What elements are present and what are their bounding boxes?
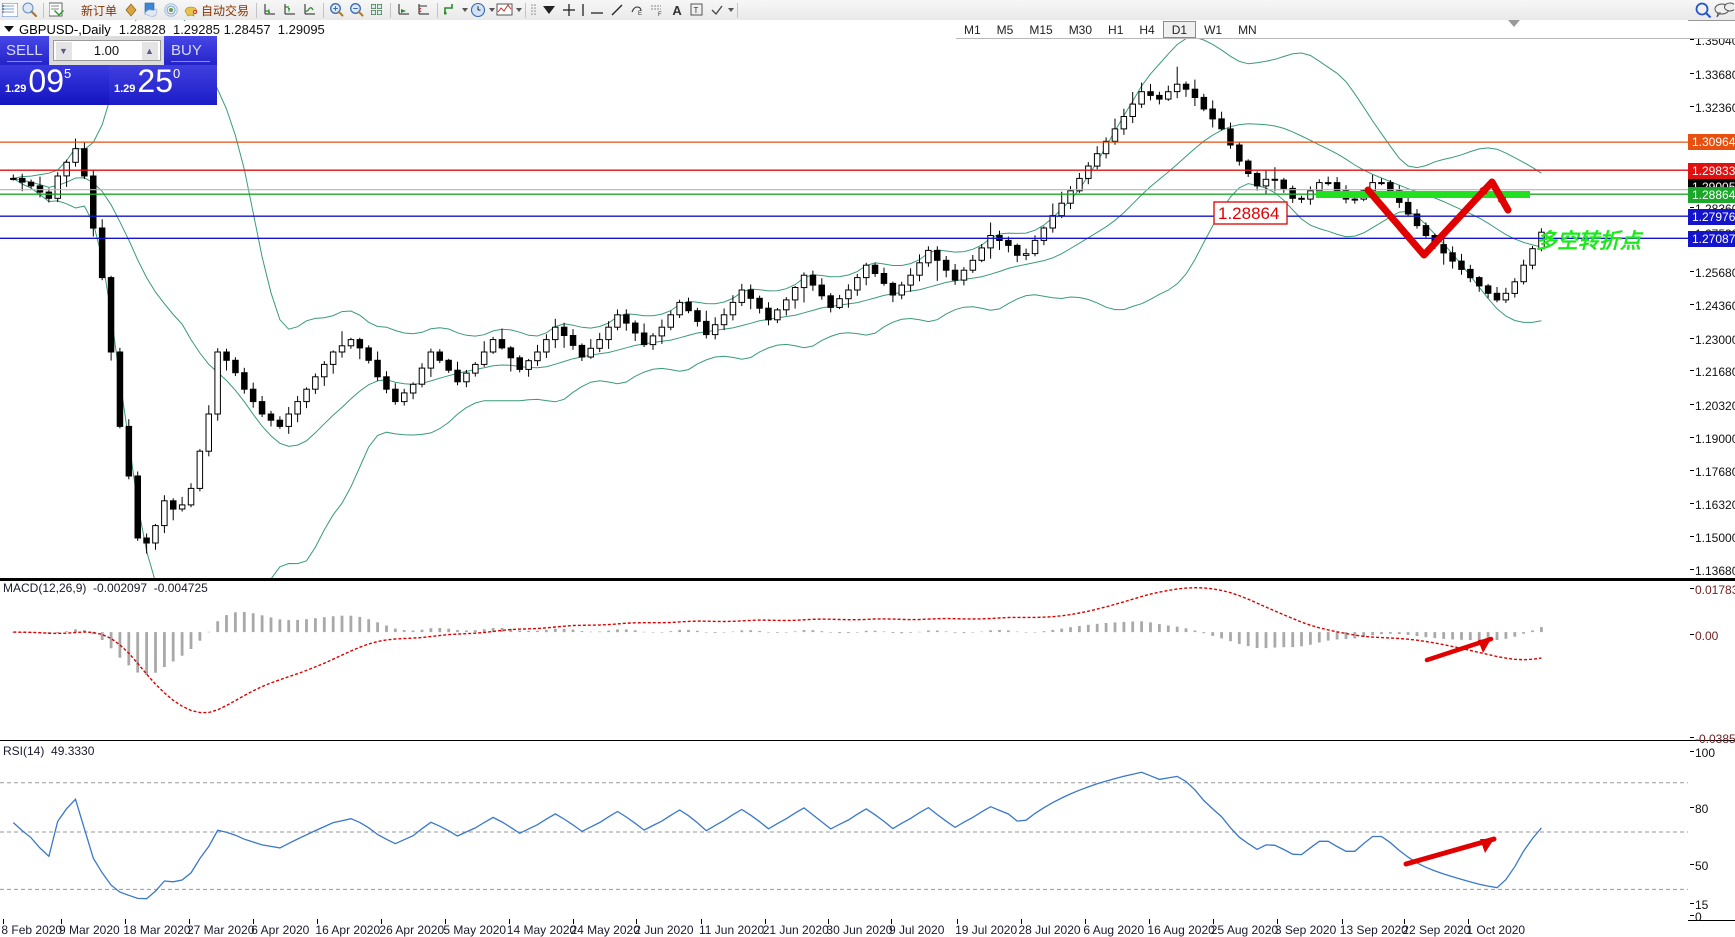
svg-text:F: F — [658, 12, 662, 18]
svg-text:多空转折点: 多空转折点 — [1536, 229, 1644, 253]
svg-text:T: T — [694, 6, 699, 15]
svg-text:1.28864: 1.28864 — [1218, 204, 1279, 223]
svg-text:E: E — [638, 11, 642, 17]
